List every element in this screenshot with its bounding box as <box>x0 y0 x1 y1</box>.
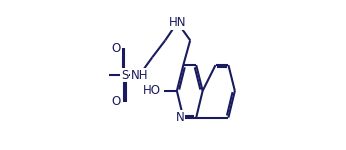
Text: NH: NH <box>131 69 148 81</box>
Text: O: O <box>112 95 121 108</box>
Text: HO: HO <box>143 84 161 97</box>
Text: O: O <box>112 42 121 55</box>
Text: S: S <box>121 69 128 81</box>
Text: HN: HN <box>169 16 186 29</box>
Text: N: N <box>175 111 184 124</box>
